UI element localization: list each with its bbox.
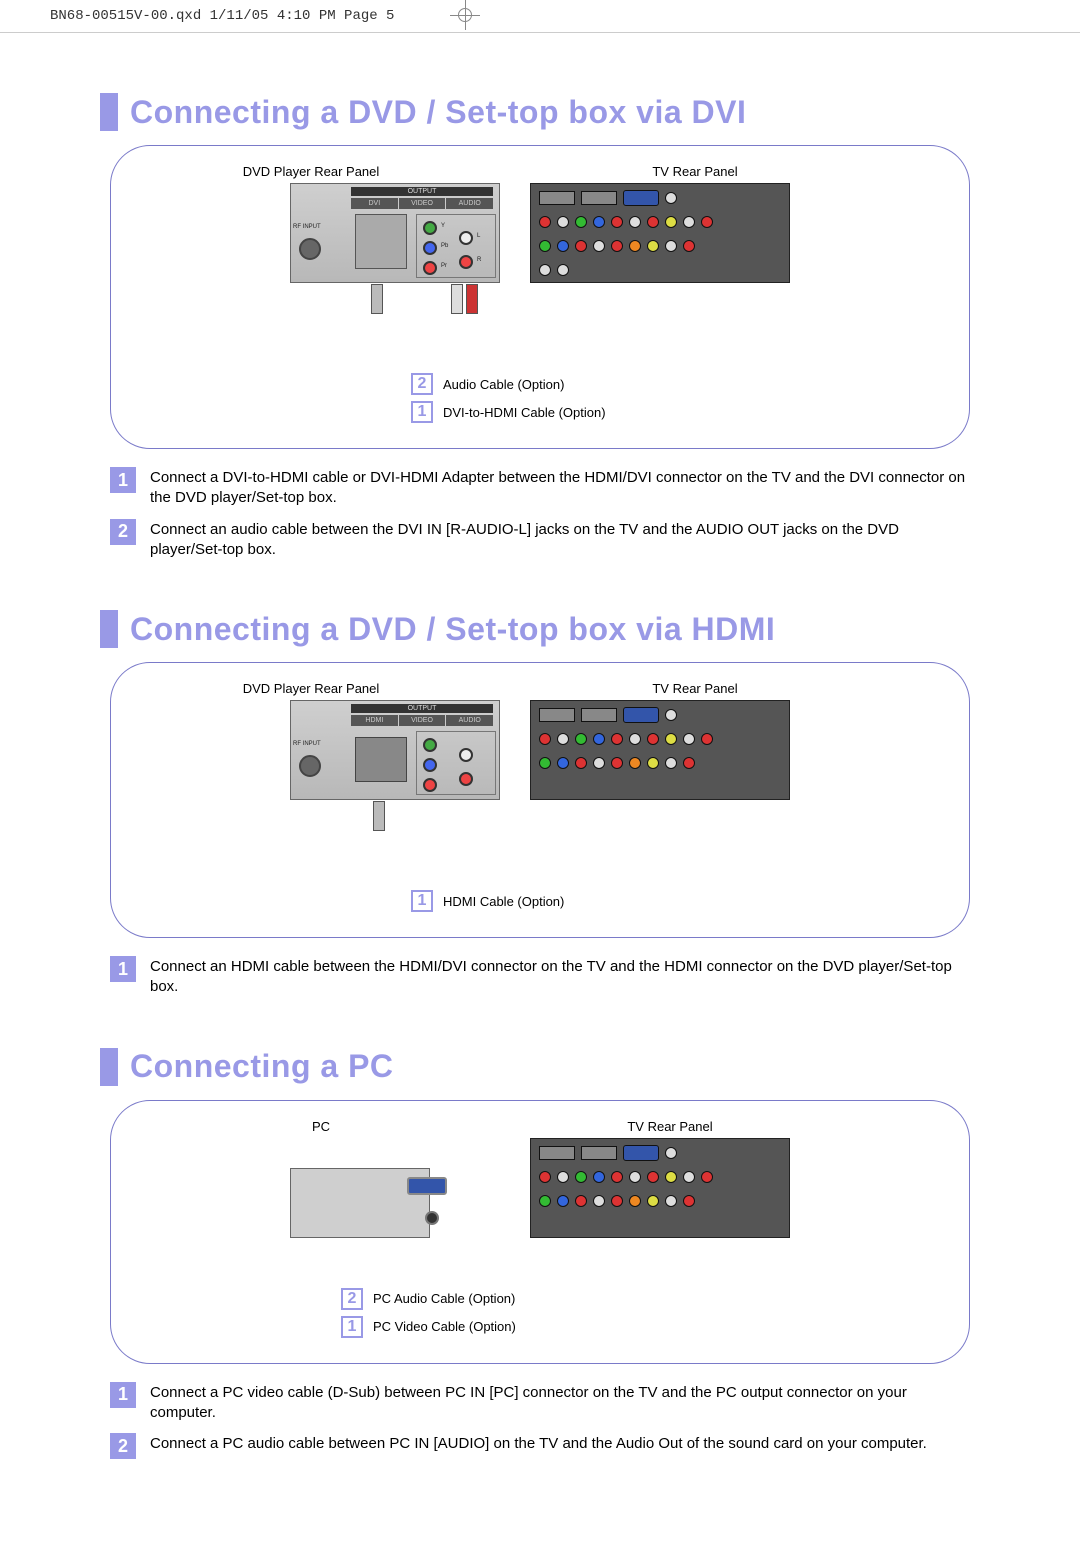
- rca-group: [416, 731, 496, 795]
- section-hdmi: Connecting a DVD / Set-top box via HDMI …: [100, 610, 980, 998]
- step-item: 1 Connect a DVI-to-HDMI cable or DVI-HDM…: [110, 467, 970, 509]
- audio-red-plug-icon: [466, 284, 478, 314]
- cable-num-box: 2: [341, 1288, 363, 1310]
- diagram-box: DVD Player Rear Panel TV Rear Panel OUTP…: [110, 145, 970, 449]
- rf-port-icon: [299, 755, 321, 777]
- section-pc: Connecting a PC PC TV Rear Panel: [100, 1048, 980, 1460]
- steps-list: 1 Connect an HDMI cable between the HDMI…: [110, 956, 970, 998]
- cable-label-row: 1 HDMI Cable (Option): [151, 890, 929, 912]
- step-text: Connect a PC audio cable between PC IN […: [150, 1433, 927, 1454]
- left-panel-label: PC: [151, 1119, 411, 1134]
- step-item: 1 Connect a PC video cable (D-Sub) betwe…: [110, 1382, 970, 1424]
- pc-panel: [290, 1168, 430, 1238]
- cable-label-text: DVI-to-HDMI Cable (Option): [443, 405, 606, 420]
- cable-labels: 2 PC Audio Cable (Option) 1 PC Video Cab…: [151, 1288, 929, 1338]
- step-number: 1: [110, 956, 136, 982]
- cable-label-row: 1 DVI-to-HDMI Cable (Option): [151, 401, 929, 423]
- section-title: Connecting a DVD / Set-top box via DVI: [100, 93, 980, 131]
- right-panel-label: TV Rear Panel: [451, 164, 929, 179]
- tv-rear-panel: [530, 1138, 790, 1238]
- cable-num-box: 1: [341, 1316, 363, 1338]
- vga-port-icon: [623, 190, 659, 206]
- cable-labels: 1 HDMI Cable (Option): [151, 890, 929, 912]
- hdmi-port-icon: [539, 191, 575, 205]
- title-bar-icon: [100, 93, 118, 131]
- dvi-port-icon: [355, 214, 407, 269]
- cable-labels: 2 Audio Cable (Option) 1 DVI-to-HDMI Cab…: [151, 373, 929, 423]
- cable-label-row: 2 Audio Cable (Option): [151, 373, 929, 395]
- page-header: BN68-00515V-00.qxd 1/11/05 4:10 PM Page …: [0, 0, 1080, 33]
- step-number: 2: [110, 519, 136, 545]
- cable-num-box: 2: [411, 373, 433, 395]
- step-item: 2 Connect an audio cable between the DVI…: [110, 519, 970, 561]
- section-dvi: Connecting a DVD / Set-top box via DVI D…: [100, 93, 980, 560]
- vga-out-icon: [407, 1177, 447, 1195]
- step-number: 1: [110, 1382, 136, 1408]
- right-panel-label: TV Rear Panel: [451, 681, 929, 696]
- section-title: Connecting a PC: [100, 1048, 980, 1086]
- steps-list: 1 Connect a PC video cable (D-Sub) betwe…: [110, 1382, 970, 1460]
- step-text: Connect an HDMI cable between the HDMI/D…: [150, 956, 970, 998]
- cable-label-row: 1 PC Video Cable (Option): [151, 1316, 929, 1338]
- rca-pr-icon: [423, 261, 437, 275]
- left-panel-label: DVD Player Rear Panel: [151, 681, 451, 696]
- page-content: Connecting a DVD / Set-top box via DVI D…: [0, 33, 1080, 1549]
- step-number: 1: [110, 467, 136, 493]
- step-item: 2 Connect a PC audio cable between PC IN…: [110, 1433, 970, 1459]
- crop-mark-top: [450, 0, 480, 30]
- cable-label-text: HDMI Cable (Option): [443, 894, 564, 909]
- step-text: Connect a PC video cable (D-Sub) between…: [150, 1382, 970, 1424]
- section-heading: Connecting a DVD / Set-top box via HDMI: [130, 611, 775, 648]
- step-item: 1 Connect an HDMI cable between the HDMI…: [110, 956, 970, 998]
- dvd-rear-panel: OUTPUT HDMI VIDEO AUDIO RF INPUT: [290, 700, 500, 800]
- dvd-rear-panel: OUTPUT DVI VIDEO AUDIO RF INPUT Y Pb Pr …: [290, 183, 500, 283]
- rf-port-icon: [299, 238, 321, 260]
- section-title: Connecting a DVD / Set-top box via HDMI: [100, 610, 980, 648]
- panel-labels: DVD Player Rear Panel TV Rear Panel: [151, 164, 929, 179]
- title-bar-icon: [100, 1048, 118, 1086]
- rca-y-icon: [423, 221, 437, 235]
- step-number: 2: [110, 1433, 136, 1459]
- step-text: Connect a DVI-to-HDMI cable or DVI-HDMI …: [150, 467, 970, 509]
- right-panel-label: TV Rear Panel: [411, 1119, 929, 1134]
- rca-group: Y Pb Pr L R: [416, 214, 496, 278]
- steps-list: 1 Connect a DVI-to-HDMI cable or DVI-HDM…: [110, 467, 970, 560]
- cable-label-row: 2 PC Audio Cable (Option): [151, 1288, 929, 1310]
- rca-r-icon: [459, 255, 473, 269]
- cable-label-text: Audio Cable (Option): [443, 377, 564, 392]
- hdmi-port-icon: [355, 737, 407, 782]
- cable-num-box: 1: [411, 890, 433, 912]
- diagram-box: DVD Player Rear Panel TV Rear Panel OUTP…: [110, 662, 970, 938]
- section-heading: Connecting a PC: [130, 1048, 394, 1085]
- left-panel-label: DVD Player Rear Panel: [151, 164, 451, 179]
- header-text: BN68-00515V-00.qxd 1/11/05 4:10 PM Page …: [50, 8, 394, 24]
- tv-rear-panel: [530, 183, 790, 283]
- audio-white-plug-icon: [451, 284, 463, 314]
- cable-label-text: PC Video Cable (Option): [373, 1319, 516, 1334]
- diagram-box: PC TV Rear Panel: [110, 1100, 970, 1364]
- dvi-plug-icon: [371, 284, 383, 314]
- cable-label-text: PC Audio Cable (Option): [373, 1291, 515, 1306]
- rca-pb-icon: [423, 241, 437, 255]
- step-text: Connect an audio cable between the DVI I…: [150, 519, 970, 561]
- title-bar-icon: [100, 610, 118, 648]
- rca-l-icon: [459, 231, 473, 245]
- section-heading: Connecting a DVD / Set-top box via DVI: [130, 94, 746, 131]
- tv-rear-panel: [530, 700, 790, 800]
- audio-out-icon: [425, 1211, 439, 1225]
- cable-num-box: 1: [411, 401, 433, 423]
- hdmi-plug-icon: [373, 801, 385, 831]
